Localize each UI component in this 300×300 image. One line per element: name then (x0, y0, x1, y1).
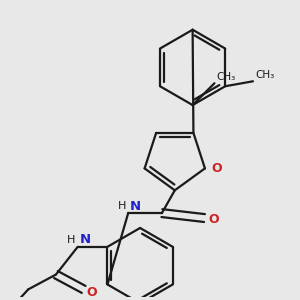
Text: CH₃: CH₃ (216, 72, 236, 82)
Text: O: O (208, 212, 219, 226)
Text: CH₃: CH₃ (255, 70, 274, 80)
Text: N: N (80, 233, 91, 246)
Text: H: H (118, 201, 126, 211)
Text: N: N (130, 200, 141, 213)
Text: O: O (211, 162, 221, 175)
Text: H: H (66, 235, 75, 245)
Text: O: O (87, 286, 97, 299)
